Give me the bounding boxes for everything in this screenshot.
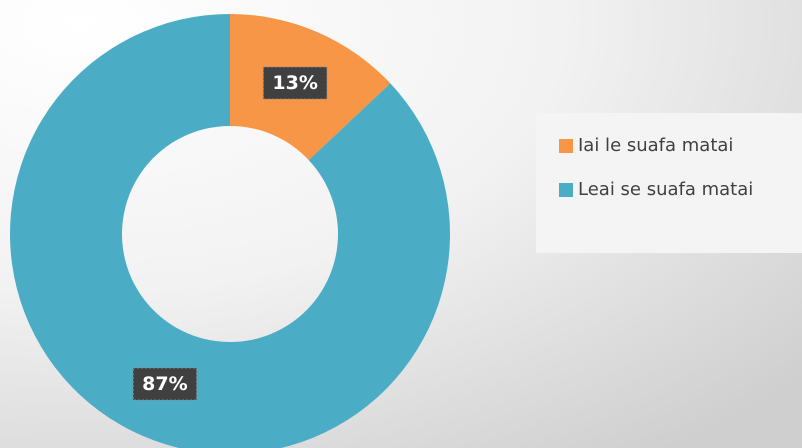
value-label-bg	[262, 66, 328, 100]
legend-swatch	[559, 139, 573, 153]
legend-label: Leai se suafa matai	[578, 179, 753, 200]
legend-swatch	[559, 183, 573, 197]
slice	[10, 14, 450, 448]
value-label-bg	[132, 367, 198, 401]
value-label: 87%	[142, 373, 187, 395]
legend-box	[536, 113, 802, 253]
legend-label: Iai le suafa matai	[578, 135, 733, 156]
value-label: 13%	[272, 72, 317, 94]
